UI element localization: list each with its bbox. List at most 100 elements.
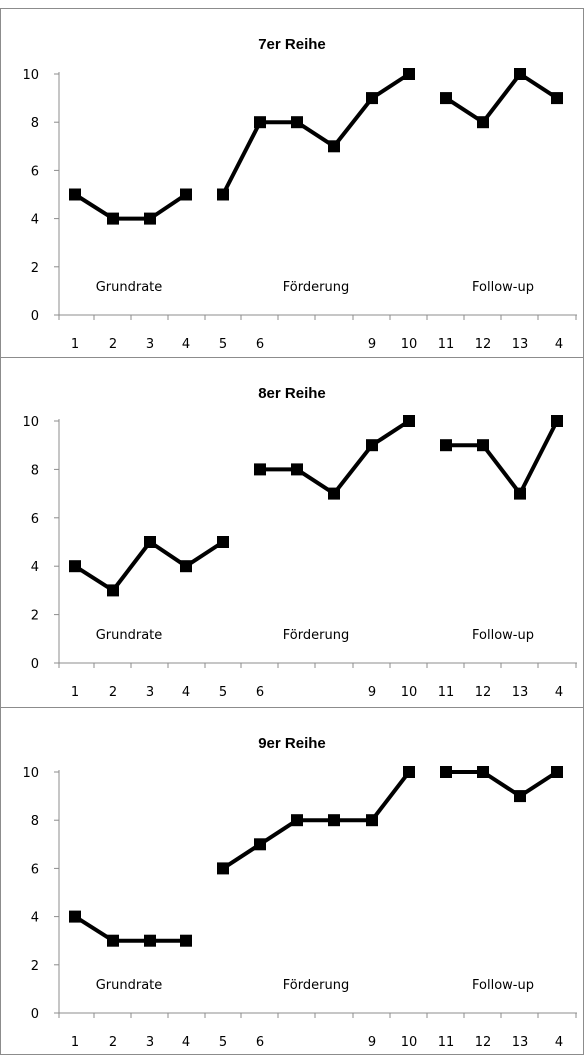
chart-title: 9er Reihe [258, 735, 326, 752]
y-tick-label: 0 [31, 309, 39, 324]
x-tick-label: 4 [555, 685, 563, 700]
data-point [477, 766, 489, 778]
series-line [73, 192, 188, 221]
y-tick-label: 10 [22, 766, 39, 781]
x-tick-label: 13 [512, 1035, 529, 1050]
x-tick-label: 10 [401, 1035, 418, 1050]
phase-label: Förderung [283, 628, 349, 643]
x-tick-label: 3 [146, 685, 154, 700]
data-point [144, 934, 156, 947]
data-point [291, 814, 303, 827]
x-tick-label: 2 [109, 685, 117, 700]
x-tick-label: 11 [438, 337, 455, 352]
phase-label: Grundrate [96, 978, 163, 993]
x-tick-label: 2 [109, 1035, 117, 1050]
phase-label: Grundrate [96, 280, 163, 295]
data-point [477, 116, 489, 129]
data-point [291, 116, 303, 129]
chart-panel-3: 9er Reihe 0 2 4 6 8 10 1 2 3 4 5 6 9 10 11 12 13 4 Grundrat… [0, 707, 584, 1055]
phase-label: Follow-up [472, 978, 534, 993]
x-tick-label: 5 [219, 1035, 227, 1050]
y-tick-label: 4 [31, 560, 39, 575]
data-point [514, 487, 526, 500]
data-point [180, 188, 192, 201]
phase-label: Förderung [283, 978, 349, 993]
x-tick-label: 12 [475, 685, 492, 700]
series-line [260, 419, 411, 496]
data-point [217, 536, 229, 548]
x-tick-label: 12 [475, 1035, 492, 1050]
data-point [69, 910, 81, 923]
data-point [551, 92, 563, 105]
data-point [217, 188, 229, 201]
y-tick-label: 6 [31, 862, 39, 877]
data-point [440, 766, 452, 778]
phase-label: Grundrate [96, 628, 163, 643]
data-point [328, 140, 340, 153]
x-tick-label: 2 [109, 337, 117, 352]
data-point [440, 92, 452, 105]
x-tick-label: 12 [475, 337, 492, 352]
x-tick-label: 9 [368, 685, 376, 700]
data-point [514, 790, 526, 803]
data-point [403, 415, 415, 427]
x-tick-label: 5 [219, 685, 227, 700]
y-tick-label: 4 [31, 213, 39, 228]
y-tick-label: 10 [22, 68, 39, 83]
data-point [403, 68, 415, 80]
y-tick-label: 2 [31, 609, 39, 624]
data-point [291, 463, 303, 476]
data-point [69, 560, 81, 573]
series-line [221, 770, 411, 871]
x-tick-label: 1 [71, 337, 79, 352]
y-tick-label: 0 [31, 1007, 39, 1022]
data-point [403, 766, 415, 778]
data-point [551, 415, 563, 427]
data-point [144, 536, 156, 548]
data-point [366, 92, 378, 105]
y-tick-label: 10 [22, 415, 39, 430]
data-point [217, 862, 229, 875]
x-tick-label: 4 [555, 1035, 563, 1050]
chart-title: 7er Reihe [258, 36, 326, 53]
phase-label: Follow-up [472, 628, 534, 643]
data-point [514, 68, 526, 80]
x-tick-label: 6 [256, 1035, 264, 1050]
x-tick-label: 13 [512, 685, 529, 700]
x-tick-label: 5 [219, 337, 227, 352]
data-point [107, 584, 119, 597]
x-tick-label: 6 [256, 337, 264, 352]
y-tick-label: 8 [31, 116, 39, 131]
chart-panel-2: 8er Reihe 0 2 4 6 8 10 1 2 3 4 5 6 9 10 11 12 13 4 Grundrat… [0, 357, 584, 708]
x-tick-label: 11 [438, 1035, 455, 1050]
y-tick-label: 8 [31, 463, 39, 478]
series-line [221, 72, 411, 196]
chart-title: 8er Reihe [258, 385, 326, 402]
y-tick-label: 6 [31, 164, 39, 179]
x-tick-label: 4 [555, 337, 563, 352]
data-point [328, 487, 340, 500]
data-point [551, 766, 563, 778]
data-point [254, 838, 266, 851]
x-tick-label: 1 [71, 685, 79, 700]
x-tick-label: 9 [368, 337, 376, 352]
data-point [440, 439, 452, 452]
data-point [107, 934, 119, 947]
data-point [477, 439, 489, 452]
phase-label: Follow-up [472, 280, 534, 295]
data-point [366, 814, 378, 827]
x-tick-label: 10 [401, 685, 418, 700]
data-point [254, 463, 266, 476]
data-point [144, 212, 156, 225]
x-tick-label: 13 [512, 337, 529, 352]
data-point [328, 814, 340, 827]
x-tick-label: 1 [71, 1035, 79, 1050]
y-tick-label: 8 [31, 814, 39, 829]
x-tick-label: 4 [182, 337, 190, 352]
series-line [446, 420, 559, 496]
data-point [69, 188, 81, 201]
y-tick-label: 6 [31, 512, 39, 527]
